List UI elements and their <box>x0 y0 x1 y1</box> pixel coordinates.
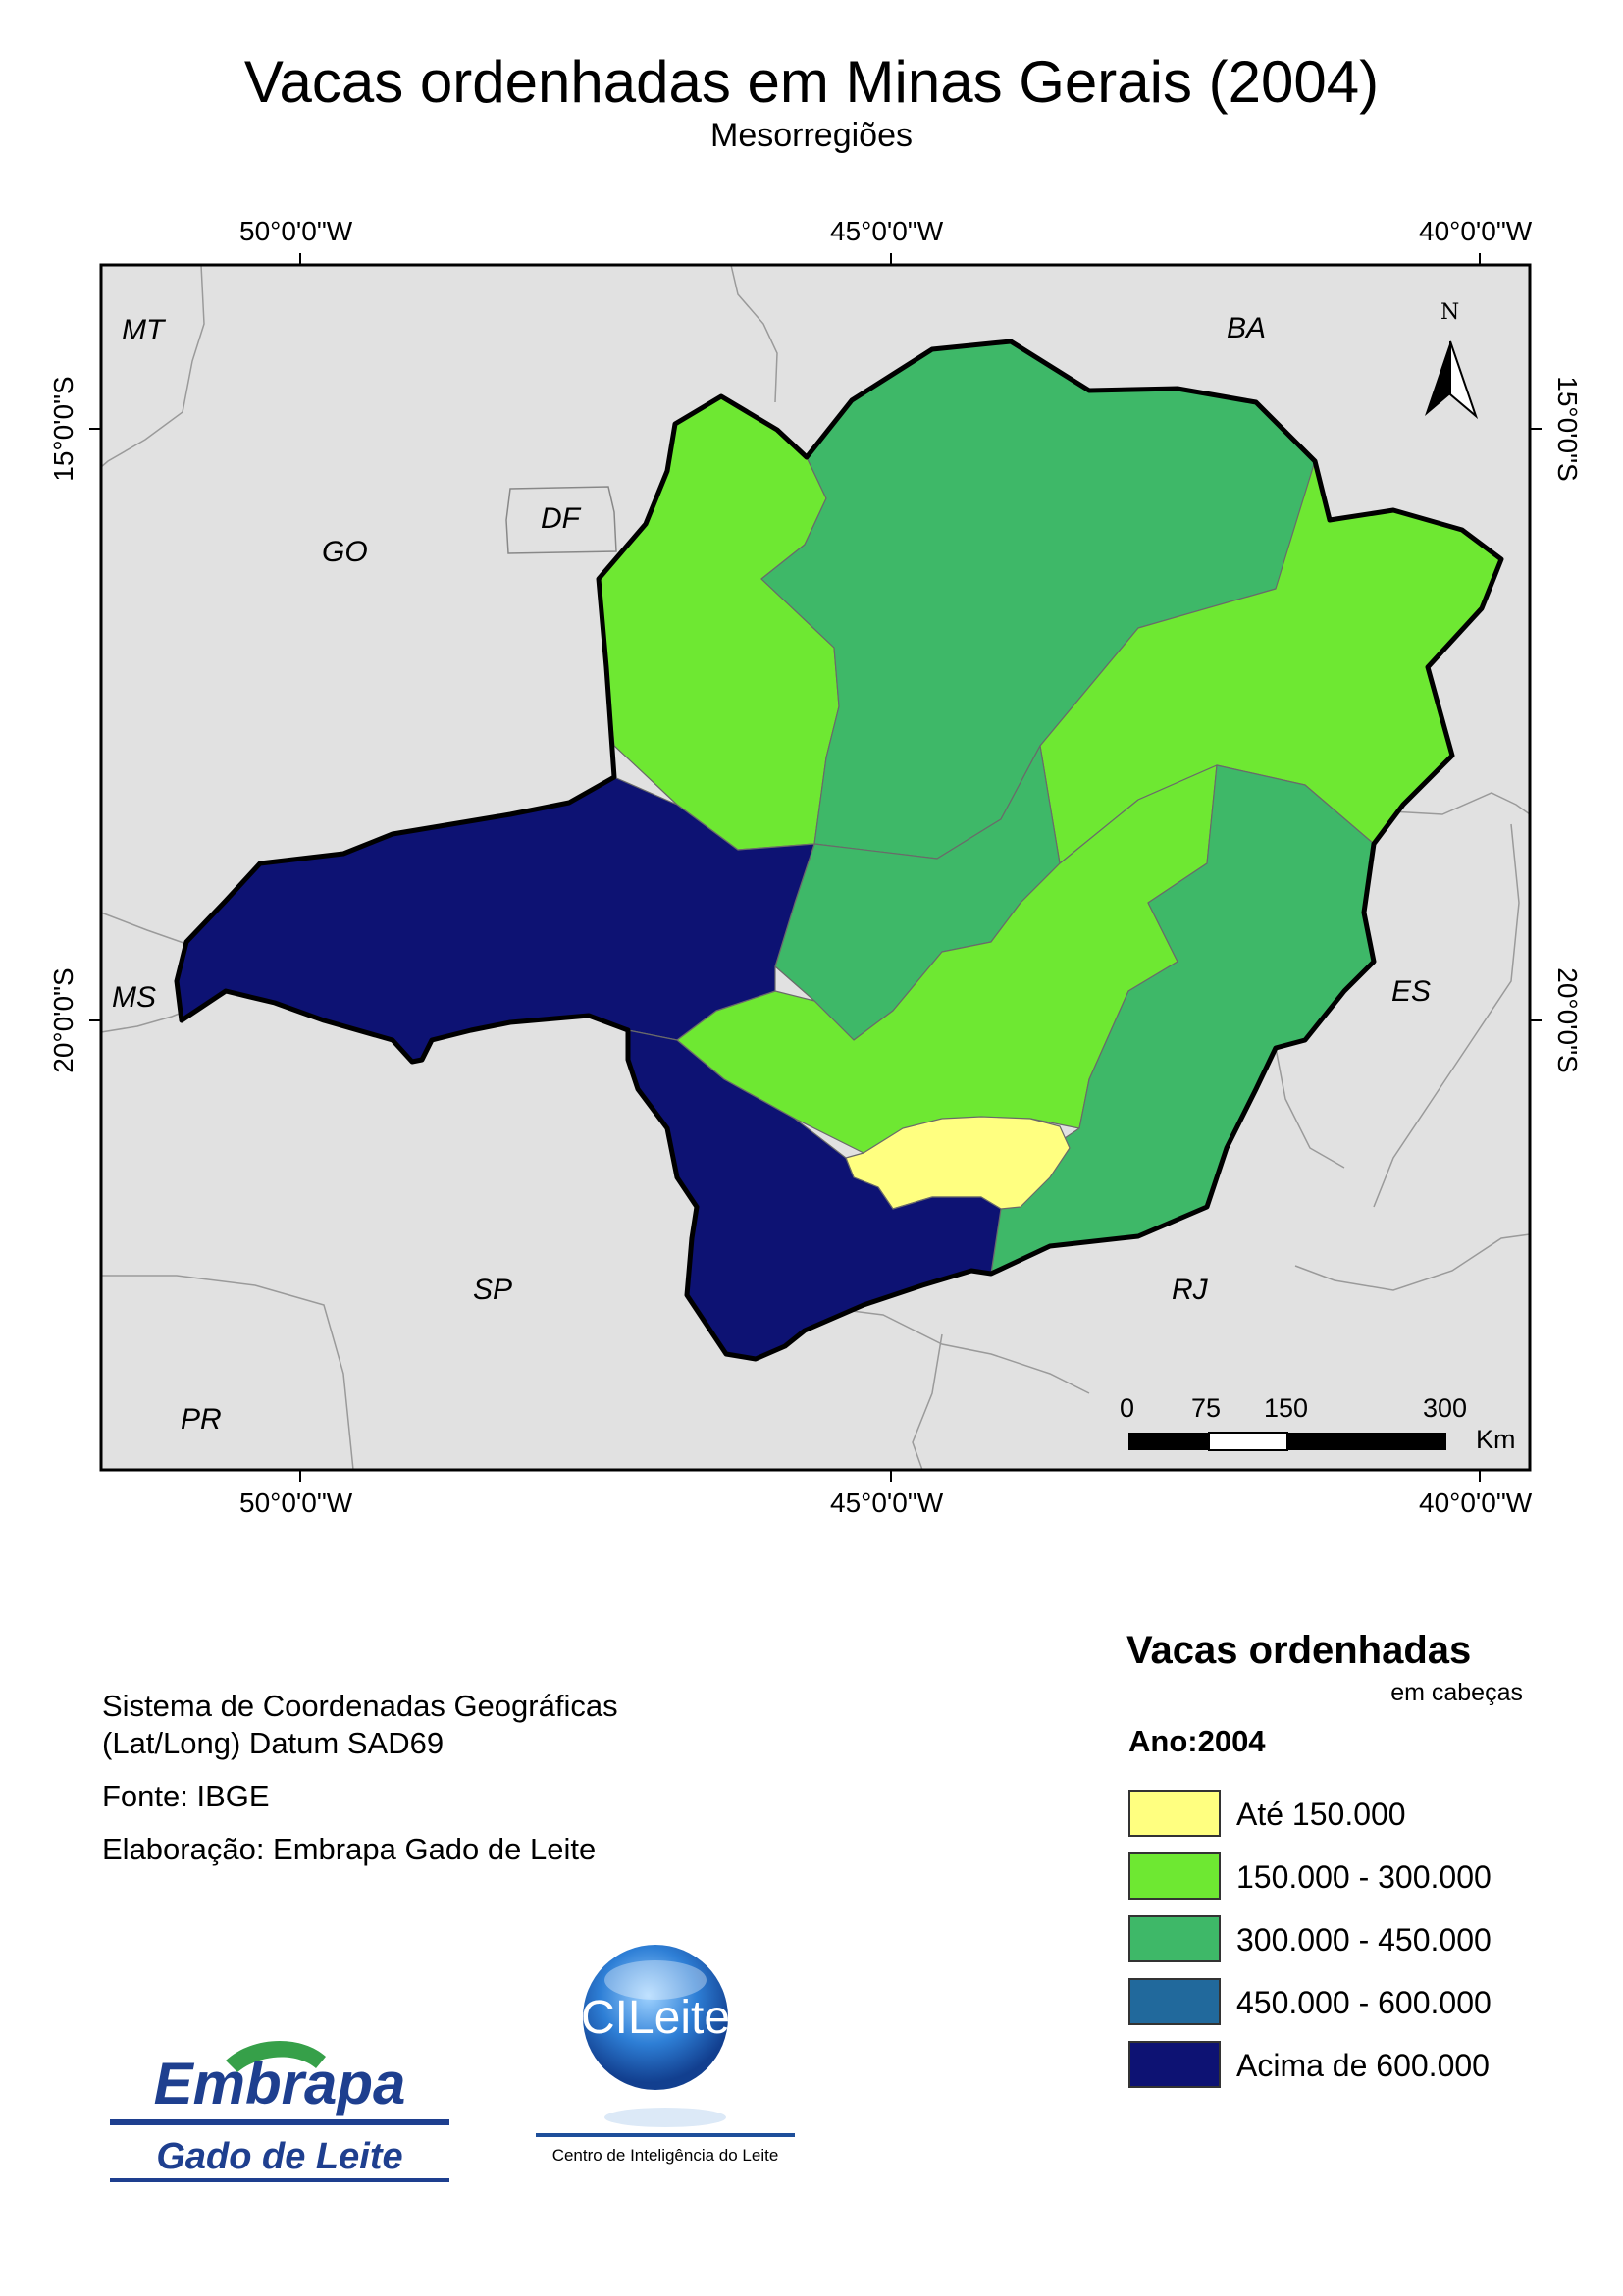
state-boundaries <box>100 264 1531 1471</box>
state-label-es: ES <box>1391 975 1432 1008</box>
legend-swatch <box>1128 1978 1221 2025</box>
map-frame <box>99 263 1532 1472</box>
north-arrow-icon <box>1425 340 1479 420</box>
state-label-mt: MT <box>122 314 165 346</box>
df-boundary <box>505 486 617 554</box>
lat-label-left-20: 20°0'0"S <box>48 967 79 1073</box>
embrapa-logo: Embrapa Gado de Leite <box>106 2017 453 2184</box>
scale-unit: Km <box>1476 1425 1516 1454</box>
scale-tick-75: 75 <box>1191 1393 1222 1423</box>
legend-title: Vacas ordenhadas <box>1126 1629 1472 1672</box>
cileite-wordmark: CILeite <box>581 1992 730 2044</box>
legend-swatch <box>1128 1852 1221 1900</box>
author-note: Elaboração: Embrapa Gado de Leite <box>102 1832 597 1866</box>
state-label-sp: SP <box>473 1274 513 1306</box>
lon-label-bottom-45: 45°0'0"W <box>830 1487 944 1518</box>
legend-swatch <box>1128 1790 1221 1837</box>
lon-label-bottom-40: 40°0'0"W <box>1419 1487 1533 1518</box>
state-label-ba: BA <box>1227 312 1267 344</box>
coord-system-line2: (Lat/Long) Datum SAD69 <box>102 1726 445 1760</box>
embrapa-subtitle: Gado de Leite <box>156 2136 402 2177</box>
state-label-go: GO <box>322 536 368 568</box>
lat-label-right-15: 15°0'0"S <box>1552 376 1583 482</box>
legend-label: 300.000 - 450.000 <box>1236 1922 1492 1957</box>
legend-label: Até 150.000 <box>1236 1797 1406 1832</box>
lon-label-top-45: 45°0'0"W <box>830 216 944 246</box>
graticule-ticks <box>89 253 1542 1482</box>
cileite-subtitle: Centro de Inteligência do Leite <box>552 2146 779 2165</box>
legend-year: Ano:2004 <box>1128 1724 1266 1758</box>
state-label-ms: MS <box>112 981 156 1014</box>
scale-tick-0: 0 <box>1120 1393 1135 1423</box>
map-subtitle: Mesorregiões <box>710 117 913 154</box>
legend-swatch <box>1128 1915 1221 1962</box>
lon-label-bottom-50: 50°0'0"W <box>239 1487 353 1518</box>
north-label: N <box>1440 300 1460 325</box>
lat-label-left-15: 15°0'0"S <box>48 376 79 482</box>
legend-label: 450.000 - 600.000 <box>1236 1985 1492 2020</box>
scale-tick-300: 300 <box>1423 1393 1468 1423</box>
scale-bar <box>1128 1432 1446 1451</box>
state-label-pr: PR <box>181 1403 222 1435</box>
source-note: Fonte: IBGE <box>102 1779 270 1813</box>
map-title: Vacas ordenhadas em Minas Gerais (2004) <box>243 49 1380 115</box>
coord-system-line1: Sistema de Coordenadas Geográficas <box>102 1689 618 1723</box>
legend-unit: em cabeças <box>1390 1679 1523 1706</box>
lat-label-right-20: 20°0'0"S <box>1552 967 1583 1073</box>
cileite-logo: CILeite Centro de Inteligência do Leite <box>536 1945 795 2165</box>
lon-label-top-50: 50°0'0"W <box>239 216 353 246</box>
embrapa-wordmark: Embrapa <box>154 2051 406 2116</box>
legend-label: Acima de 600.000 <box>1236 2048 1490 2083</box>
state-label-rj: RJ <box>1172 1274 1208 1306</box>
legend-swatch <box>1128 2041 1221 2088</box>
legend-label: 150.000 - 300.000 <box>1236 1859 1492 1895</box>
minas-gerais-outline <box>174 339 1504 1362</box>
scale-tick-150: 150 <box>1264 1393 1309 1423</box>
lon-label-top-40: 40°0'0"W <box>1419 216 1533 246</box>
state-label-df: DF <box>541 502 580 535</box>
